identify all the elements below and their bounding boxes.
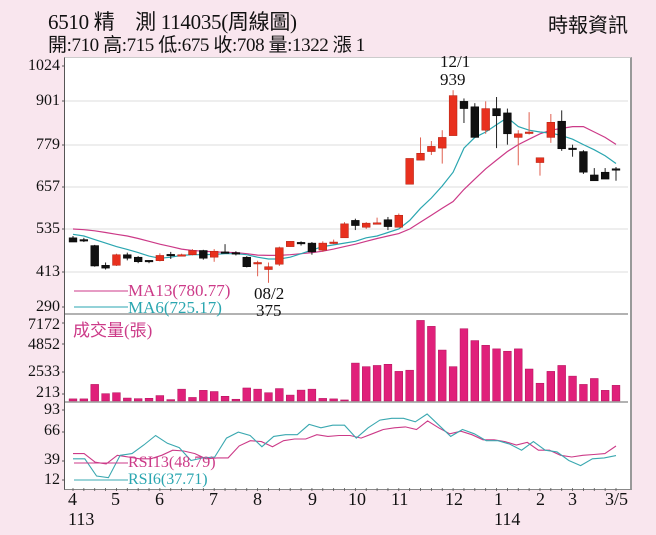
ohlc-summary: 開:710 高:715 低:675 收:708 量:1322 漲 1 — [48, 35, 365, 56]
rsi-ytick: 66 — [44, 422, 60, 439]
xtick-label: 12 — [445, 489, 463, 509]
volume-ytick: 213 — [36, 384, 60, 401]
volume-ytick: 4852 — [28, 336, 60, 353]
xtick-label: 8 — [253, 489, 262, 509]
year-label-start: 113 — [68, 509, 95, 529]
xtick-label: 9 — [308, 489, 317, 509]
price-ytick: 1024 — [28, 57, 60, 74]
xtick-label: 4 — [68, 489, 77, 509]
rsi6-legend: RSI6(37.71) — [128, 471, 208, 488]
ma6-legend: MA6(725.17) — [128, 298, 222, 317]
price-ytick: 535 — [36, 220, 60, 237]
price-ytick: 290 — [36, 298, 60, 315]
price-ytick: 901 — [36, 92, 60, 109]
volume-label: 成交量(張) — [73, 321, 153, 340]
ma13-legend: MA13(780.77) — [128, 281, 231, 300]
rsi-ytick: 93 — [44, 401, 60, 418]
volume-ytick: 7172 — [28, 316, 60, 333]
chart-title: 6510 精 測 114035(周線圖) — [48, 10, 297, 34]
xtick-label: 2 — [536, 489, 545, 509]
xtick-label: 3/5 — [605, 489, 629, 509]
xtick-label: 1 — [494, 489, 503, 509]
year-label-mid: 114 — [494, 509, 521, 529]
xtick-label: 10 — [348, 489, 366, 509]
xtick-label: 6 — [155, 489, 164, 509]
low-value-annotation: 375 — [256, 301, 282, 320]
xtick-label: 7 — [209, 489, 218, 509]
plot-frame — [64, 57, 632, 490]
price-ytick: 657 — [36, 178, 60, 195]
xtick-label: 5 — [111, 489, 120, 509]
rsi-ytick: 39 — [44, 451, 60, 468]
xtick-label: 3 — [568, 489, 577, 509]
price-ytick: 779 — [36, 136, 60, 153]
brand-label: 時報資訊 — [548, 15, 628, 37]
low-date-annotation: 08/2 — [254, 284, 285, 303]
rsi-ytick: 12 — [44, 471, 60, 488]
volume-ytick: 2533 — [28, 363, 60, 380]
price-ytick: 413 — [36, 263, 60, 280]
high-date-annotation: 12/1 — [440, 52, 471, 71]
xtick-label: 11 — [391, 489, 409, 509]
rsi13-legend: RSI13(48.79) — [128, 454, 216, 471]
high-value-annotation: 939 — [440, 70, 466, 89]
